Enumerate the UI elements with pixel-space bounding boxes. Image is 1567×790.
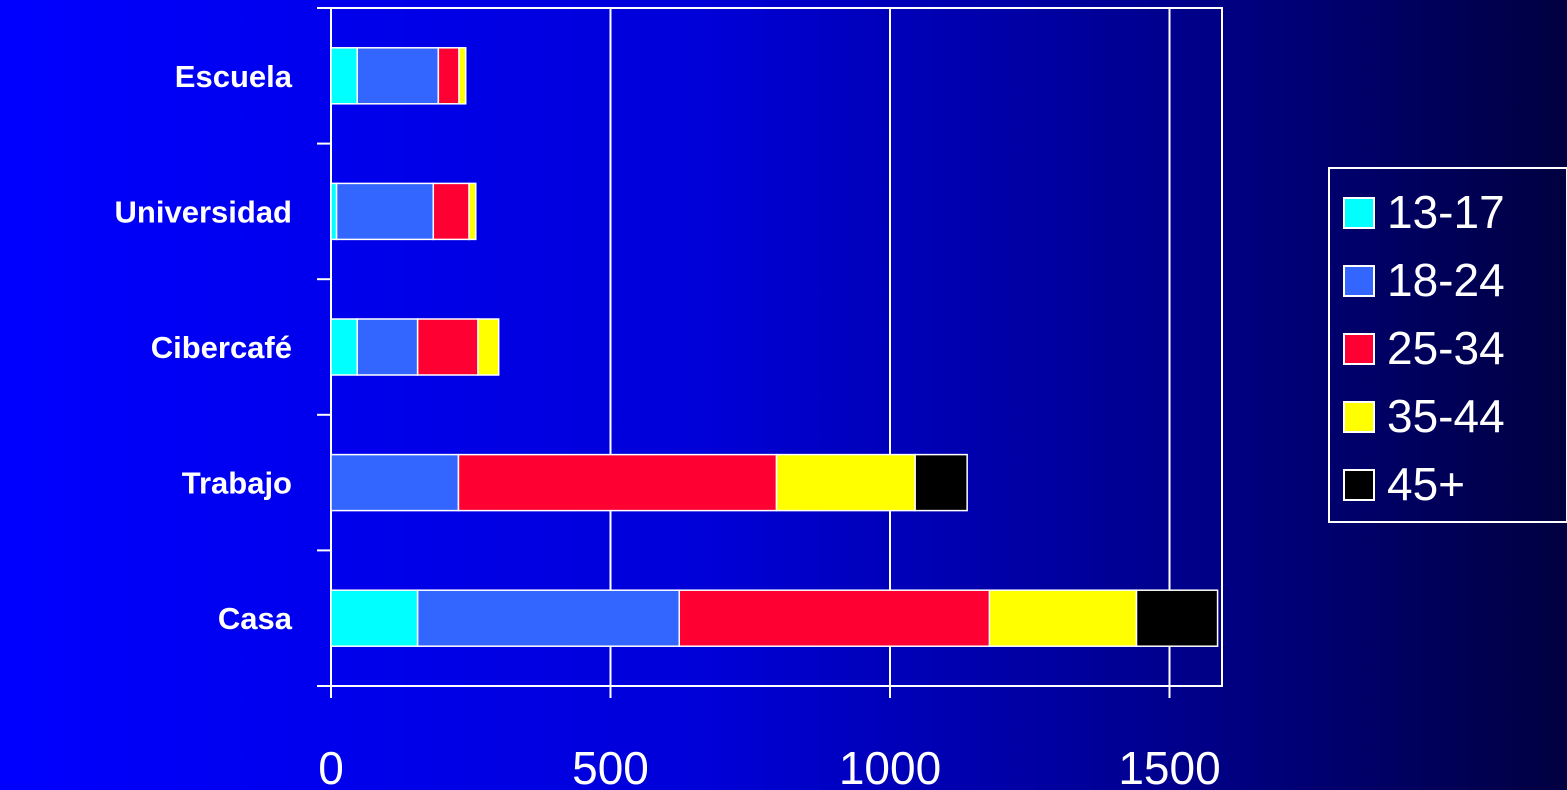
legend-label: 13-17 bbox=[1387, 186, 1505, 238]
legend-swatch bbox=[1343, 265, 1375, 297]
bar-segment bbox=[356, 318, 419, 376]
x-tick-label: 500 bbox=[572, 742, 649, 785]
bar-segment bbox=[356, 47, 440, 105]
legend-swatch bbox=[1343, 469, 1375, 501]
category-label: Casa bbox=[218, 601, 293, 636]
legend-swatch bbox=[1343, 333, 1375, 365]
legend-swatch bbox=[1343, 401, 1375, 433]
legend-label: 35-44 bbox=[1387, 390, 1505, 442]
bar-segment bbox=[477, 318, 500, 376]
category-label: Escuela bbox=[175, 59, 293, 94]
bar-segment bbox=[914, 453, 968, 512]
bar-segment bbox=[775, 453, 916, 512]
legend-label: 45+ bbox=[1387, 458, 1465, 510]
category-label: Trabajo bbox=[182, 466, 292, 501]
bar-segment bbox=[330, 318, 359, 376]
bar-segment bbox=[458, 47, 467, 105]
category-label: Cibercafé bbox=[151, 330, 292, 365]
x-tick-label: 1500 bbox=[1118, 742, 1220, 785]
x-tick-label: 1000 bbox=[839, 742, 941, 785]
x-tick-label: 0 bbox=[318, 742, 344, 785]
bar-segment bbox=[330, 589, 419, 647]
bar-segment bbox=[330, 47, 359, 105]
bar-segment bbox=[678, 589, 991, 647]
legend-label: 18-24 bbox=[1387, 254, 1505, 306]
bar-segment bbox=[468, 182, 477, 241]
bar-segment bbox=[1135, 589, 1219, 647]
bar-segment bbox=[335, 182, 435, 241]
bar-segment bbox=[330, 182, 338, 241]
bar-segment bbox=[432, 182, 470, 241]
bar-segment bbox=[330, 453, 460, 512]
legend-swatch bbox=[1343, 197, 1375, 229]
legend-label: 25-34 bbox=[1387, 322, 1505, 374]
bar-segment bbox=[416, 589, 681, 647]
bar-segment bbox=[437, 47, 460, 105]
category-label: Universidad bbox=[115, 194, 292, 229]
bar-segment bbox=[988, 589, 1138, 647]
bar-segment bbox=[457, 453, 778, 512]
bar-segment bbox=[416, 318, 479, 376]
legend-box bbox=[1328, 167, 1567, 523]
